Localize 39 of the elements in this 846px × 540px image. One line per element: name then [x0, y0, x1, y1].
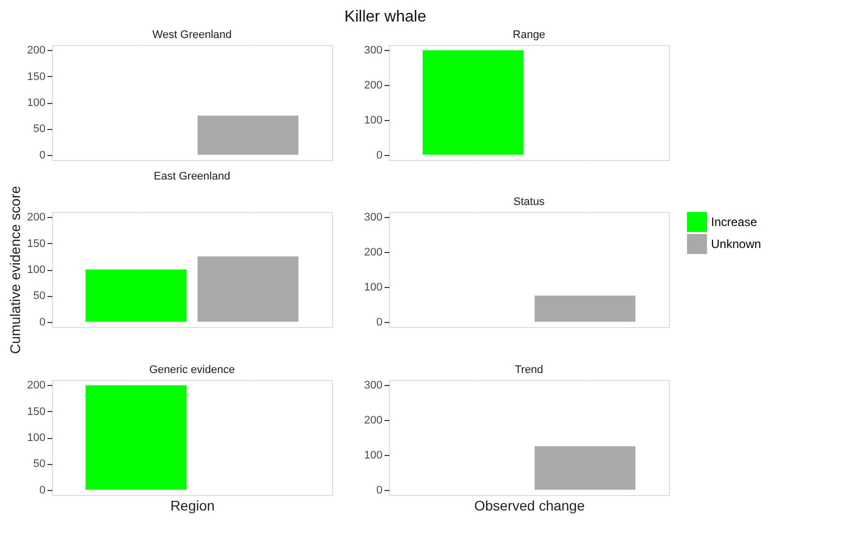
chart-title: Status	[513, 196, 546, 208]
chart-title: Trend	[514, 364, 544, 376]
chart-title: Range	[512, 29, 546, 42]
y-tick-label: 150	[27, 70, 46, 83]
y-tick-label: 150	[27, 406, 46, 418]
y-tick-label: 100	[364, 281, 382, 294]
y-tick-label: 0	[376, 316, 382, 328]
text: Killer whale	[344, 8, 426, 26]
x-axis-title: Region	[170, 498, 215, 514]
y-tick-label: 100	[364, 114, 382, 126]
y-tick-label: 150	[27, 238, 46, 250]
y-tick-label: 100	[27, 97, 46, 109]
y-tick-label: 300	[364, 44, 382, 57]
y-axis-title: Cumulative evidence score	[7, 186, 24, 354]
legend-label: Increase	[711, 215, 758, 229]
y-tick-label: 0	[376, 484, 382, 496]
y-tick-label: 50	[33, 123, 46, 136]
y-tick-label: 0	[376, 149, 382, 162]
y-tick-label: 300	[364, 380, 382, 392]
y-tick-label: 200	[27, 212, 46, 224]
chart-title: West Greenland	[152, 29, 232, 42]
y-tick-label: 100	[27, 264, 46, 276]
y-tick-label: 0	[39, 484, 46, 496]
y-tick-label: 200	[364, 80, 382, 92]
chart-title: East Greenland	[154, 170, 230, 182]
y-tick-label: 0	[39, 316, 46, 328]
y-tick-label: 100	[364, 449, 382, 462]
chart-title: Generic evidence	[149, 364, 235, 376]
y-tick-label: 200	[27, 380, 46, 392]
y-tick-label: 50	[33, 458, 46, 470]
legend-label: Unknown	[711, 237, 762, 251]
y-tick-label: 50	[33, 290, 46, 302]
y-tick-label: 200	[364, 414, 382, 427]
y-tick-label: 100	[27, 432, 46, 444]
y-tick-label: 200	[364, 246, 382, 259]
y-tick-label: 200	[27, 44, 46, 57]
y-tick-label: 0	[39, 149, 46, 162]
y-tick-label: 300	[364, 212, 382, 224]
x-axis-title: Observed change	[474, 498, 585, 514]
